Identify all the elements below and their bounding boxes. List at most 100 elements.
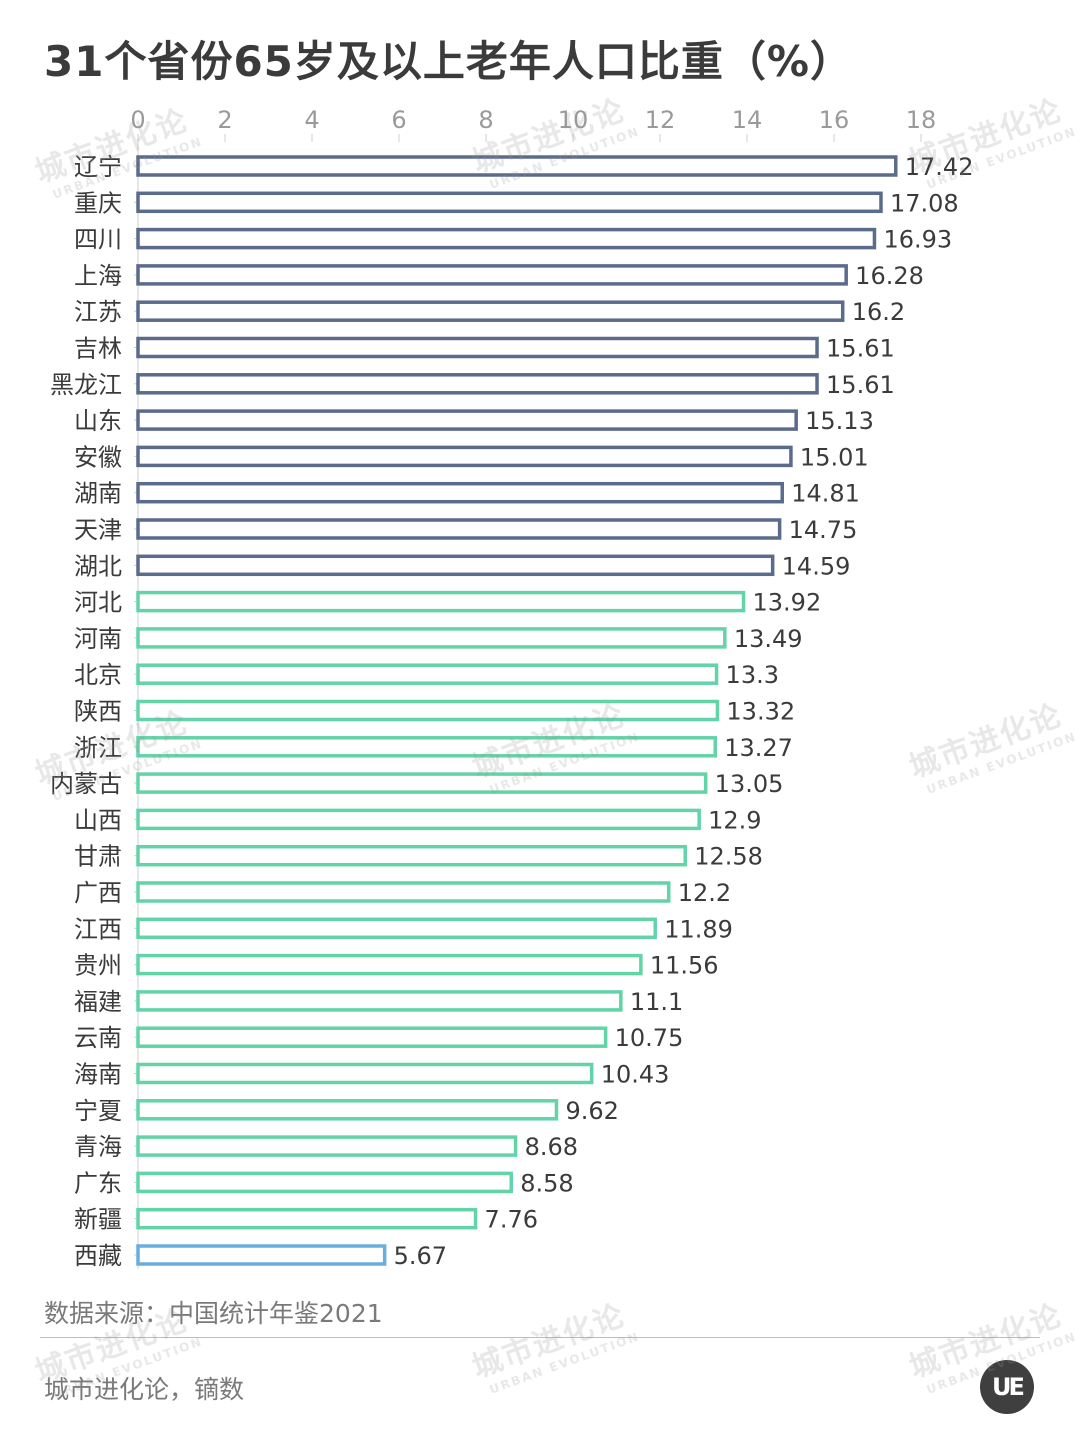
bar (136, 881, 671, 903)
bar (136, 808, 701, 831)
bar (136, 264, 848, 286)
category-label: 辽宁 (74, 153, 122, 181)
category-label: 陕西 (74, 698, 122, 726)
category-label: 青海 (74, 1133, 122, 1161)
bar (136, 1099, 559, 1121)
category-label: 新疆 (74, 1206, 122, 1234)
bar (136, 1207, 478, 1230)
bar (136, 1135, 518, 1157)
bar (136, 663, 719, 685)
bar (136, 409, 798, 431)
category-label: 广东 (74, 1169, 122, 1197)
value-label: 15.61 (826, 371, 895, 399)
bar (136, 554, 775, 577)
x-tick-label: 8 (478, 106, 493, 134)
category-label: 河南 (74, 625, 122, 653)
bar (136, 917, 657, 940)
bar-chart: 0 2 4 6 8 10 12 14 16 18 辽宁 17.42 重庆 17.08 四川 16.93 上海 16… (50, 106, 974, 1270)
data-source: 数据来源：中国统计年鉴2021 (44, 1299, 383, 1328)
x-tick-label: 4 (304, 106, 319, 134)
value-label: 13.05 (715, 770, 784, 798)
bar (136, 191, 883, 214)
category-label: 北京 (74, 661, 122, 689)
value-label: 15.61 (826, 335, 895, 363)
x-tick-label: 6 (391, 106, 406, 134)
category-label: 黑龙江 (50, 371, 122, 399)
value-label: 17.42 (905, 153, 974, 181)
bar (136, 1244, 387, 1266)
value-label: 5.67 (394, 1242, 447, 1270)
value-label: 13.49 (734, 625, 803, 653)
bar (136, 736, 717, 758)
value-label: 17.08 (890, 189, 959, 217)
bar (136, 590, 746, 613)
category-label: 湖南 (74, 480, 122, 508)
value-label: 7.76 (485, 1206, 538, 1234)
bar (136, 155, 898, 177)
category-label: 吉林 (74, 335, 122, 363)
bar (136, 481, 784, 504)
value-label: 14.75 (789, 516, 858, 544)
x-tick-label: 0 (130, 106, 145, 134)
category-label: 安徽 (74, 443, 122, 471)
bar (136, 336, 819, 359)
category-label: 宁夏 (74, 1097, 122, 1125)
value-label: 9.62 (565, 1097, 618, 1125)
category-label: 上海 (74, 262, 122, 290)
value-label: 11.56 (650, 952, 719, 980)
value-label: 10.43 (601, 1061, 670, 1089)
footer-divider (40, 1337, 1040, 1338)
value-label: 8.58 (520, 1169, 573, 1197)
value-label: 10.75 (615, 1024, 684, 1052)
value-label: 16.93 (883, 226, 952, 254)
x-tick-label: 12 (645, 106, 676, 134)
credit-text: 城市进化论，镝数 (44, 1375, 245, 1404)
bar (136, 1062, 594, 1085)
category-label: 甘肃 (74, 843, 122, 871)
value-label: 16.2 (852, 298, 905, 326)
category-label: 福建 (74, 988, 122, 1016)
bar (136, 699, 720, 722)
category-label: 海南 (74, 1061, 122, 1089)
category-label: 内蒙古 (50, 770, 122, 798)
x-tick-label: 14 (732, 106, 763, 134)
x-tick-label: 2 (217, 106, 232, 134)
bar (136, 627, 727, 649)
value-label: 11.89 (664, 915, 733, 943)
bar (136, 953, 643, 976)
bar (136, 373, 819, 395)
value-label: 15.13 (805, 407, 874, 435)
category-label: 江苏 (74, 298, 122, 326)
value-label: 12.9 (708, 806, 761, 834)
bar (136, 990, 623, 1012)
value-label: 12.58 (694, 843, 763, 871)
value-label: 11.1 (630, 988, 683, 1016)
value-label: 12.2 (678, 879, 731, 907)
bar (136, 844, 687, 867)
category-label: 天津 (74, 516, 122, 544)
bar (136, 772, 708, 794)
x-tick-label: 10 (558, 106, 589, 134)
chart-title: 31个省份65岁及以上老年人口比重（%） (44, 37, 853, 86)
x-tick-label: 16 (819, 106, 850, 134)
category-label: 湖北 (74, 552, 122, 580)
category-label: 重庆 (74, 189, 122, 217)
category-label: 四川 (74, 226, 122, 254)
value-label: 13.27 (724, 734, 793, 762)
category-label: 山东 (74, 407, 122, 435)
category-label: 贵州 (74, 952, 122, 980)
category-label: 广西 (74, 879, 122, 907)
bar (136, 445, 793, 468)
value-label: 13.92 (753, 589, 822, 617)
value-label: 14.81 (791, 480, 860, 508)
category-label: 浙江 (74, 734, 122, 762)
category-label: 江西 (74, 915, 122, 943)
category-label: 河北 (74, 589, 122, 617)
bar (136, 300, 845, 322)
bar (136, 518, 782, 540)
bar (136, 227, 877, 250)
category-label: 西藏 (74, 1242, 122, 1270)
value-label: 16.28 (855, 262, 924, 290)
value-label: 15.01 (800, 443, 869, 471)
x-tick-label: 18 (906, 106, 937, 134)
